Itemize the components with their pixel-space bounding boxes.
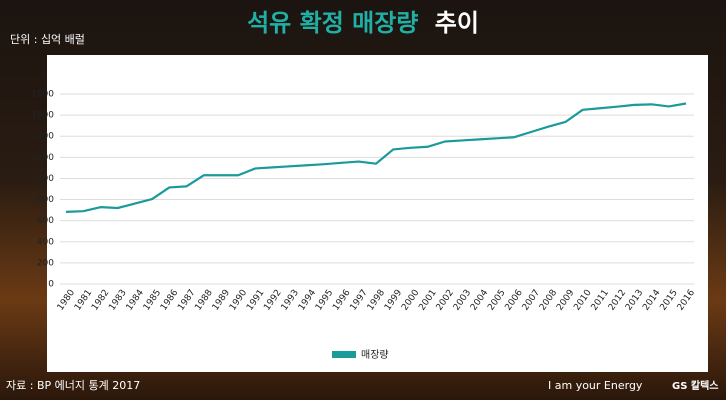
brand: GS 칼텍스 — [672, 379, 719, 392]
y-tick-label: 400 — [37, 237, 54, 247]
y-tick-label: 1800 — [31, 90, 54, 100]
y-tick-label: 600 — [37, 216, 54, 226]
y-tick-label: 1400 — [31, 132, 54, 142]
legend-swatch — [332, 351, 356, 358]
title-main: 석유 확정 매장량 — [247, 9, 418, 37]
unit-label: 단위 : 십억 배럴 — [10, 33, 85, 46]
slogan: I am your Energy — [548, 379, 643, 392]
y-tick-label: 1200 — [31, 153, 54, 163]
source: 자료 : BP 에너지 통계 2017 — [6, 379, 140, 392]
series-line — [65, 102, 687, 214]
chart-card — [47, 55, 708, 372]
y-tick-label: 0 — [48, 280, 54, 290]
chart-title: 석유 확정 매장량 추이 — [247, 9, 479, 37]
legend-label: 매장량 — [361, 349, 389, 361]
title-suffix: 추이 — [435, 9, 479, 37]
y-tick-label: 1600 — [31, 111, 54, 121]
y-tick-label: 1000 — [31, 174, 54, 184]
y-tick-label: 800 — [37, 195, 54, 205]
y-tick-label: 200 — [37, 258, 54, 268]
